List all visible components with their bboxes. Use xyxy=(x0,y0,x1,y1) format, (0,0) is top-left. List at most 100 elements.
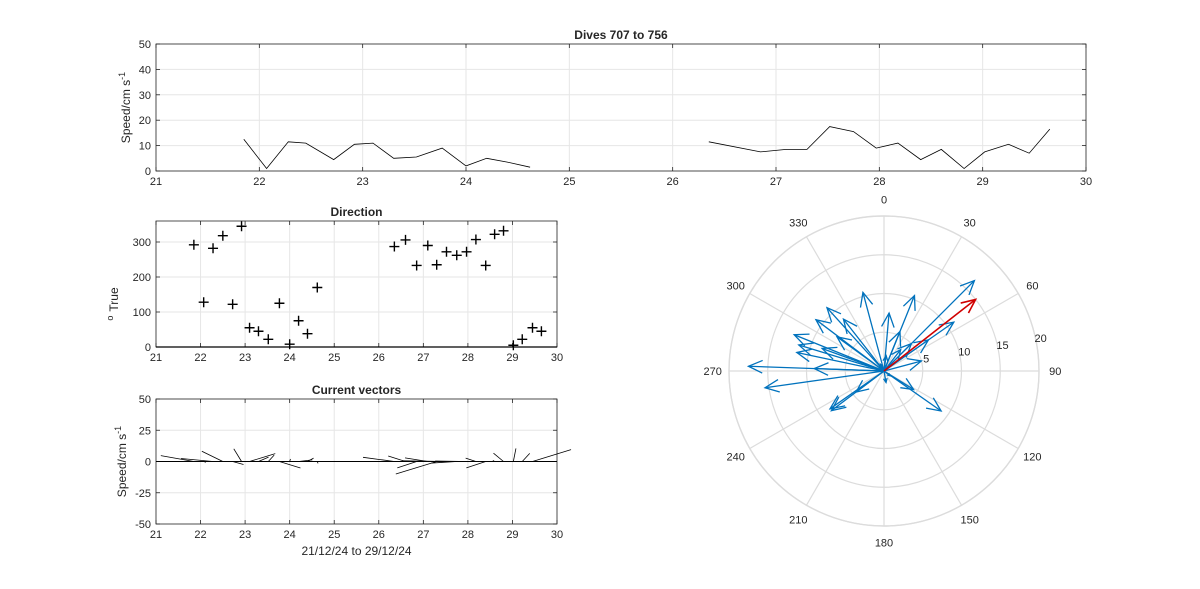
polar-vector-head xyxy=(925,397,943,412)
x-tick-label: 22 xyxy=(253,176,265,188)
x-tick-label: 29 xyxy=(506,352,518,364)
direction-point xyxy=(451,250,462,261)
polar-vector-head xyxy=(879,362,884,368)
theta-gridline xyxy=(749,370,885,450)
direction-point xyxy=(263,334,274,345)
polar-vector-head xyxy=(825,306,842,323)
theta-tick-label: 150 xyxy=(960,514,978,526)
direction-point xyxy=(208,243,219,254)
theta-tick-label: 60 xyxy=(1026,280,1038,292)
x-tick-label: 22 xyxy=(194,529,206,541)
direction-point xyxy=(422,240,433,251)
direction-point xyxy=(274,298,285,309)
speed-line xyxy=(243,139,531,170)
direction-point xyxy=(284,339,295,350)
direction-point xyxy=(198,297,209,308)
x-tick-label: 26 xyxy=(373,529,385,541)
y-axis-label: Speed/cm s-1 xyxy=(117,72,133,143)
theta-gridline xyxy=(883,292,1019,372)
polar-vector xyxy=(883,370,887,383)
polar-vector xyxy=(764,370,885,389)
current-vector xyxy=(267,454,275,462)
x-tick-label: 23 xyxy=(357,176,369,188)
y-axis-label-superscript: -1 xyxy=(113,426,123,434)
y-tick-label: 0 xyxy=(145,166,151,178)
r-tick-label: 5 xyxy=(923,353,929,365)
x-tick-label: 29 xyxy=(506,529,518,541)
x-tick-label: 27 xyxy=(770,176,782,188)
polar-vector xyxy=(796,351,885,372)
direction-point xyxy=(244,322,255,333)
current-vector xyxy=(362,456,395,462)
polar-vector xyxy=(814,367,885,372)
polar-vector-head xyxy=(900,377,915,391)
y-axis-label-main: Speed/cm s xyxy=(119,80,133,143)
x-tick-label: 30 xyxy=(1080,176,1092,188)
theta-gridline xyxy=(883,236,963,372)
x-tick-label: 28 xyxy=(462,352,474,364)
direction-point xyxy=(411,260,422,271)
polar-vector xyxy=(883,360,922,372)
polar-vector-head xyxy=(902,294,916,311)
direction-point xyxy=(508,340,519,351)
x-tick-label: 21 xyxy=(150,529,162,541)
theta-tick-label: 30 xyxy=(964,218,976,230)
polar-vector-head xyxy=(763,378,780,393)
direction-point xyxy=(498,225,509,236)
polar-vector-head xyxy=(959,279,976,296)
x-tick-label: 21 xyxy=(150,352,162,364)
x-tick-label: 24 xyxy=(284,529,296,541)
direction-point xyxy=(253,326,264,337)
current-vectors-plot: 21 22 23 24 25 26 27 28 29 30 -50 -25 0 25 50 Current v… xyxy=(113,383,572,558)
direction-point xyxy=(188,239,199,250)
direction-point xyxy=(480,260,491,271)
polar-vector-head xyxy=(746,359,763,374)
current-vector xyxy=(521,453,531,462)
polar-vector-head xyxy=(881,311,895,328)
polar-vector-head xyxy=(913,338,930,354)
direction-point xyxy=(536,326,547,337)
direction-point xyxy=(400,234,411,245)
theta-tick-label: 270 xyxy=(704,366,722,378)
polar-vector-plot: 0 30 60 90 120 150 180 210 240 270 300 330 5 10 15 20 xyxy=(704,195,1062,550)
y-axis-label-superscript: o xyxy=(105,316,115,321)
x-tick-label: 21 xyxy=(150,176,162,188)
current-vector xyxy=(249,453,276,462)
chart-title: Direction xyxy=(330,205,382,219)
polar-vector xyxy=(883,295,916,372)
polar-vector xyxy=(821,347,885,372)
x-tick-label: 22 xyxy=(194,352,206,364)
direction-point xyxy=(470,234,481,245)
x-tick-label: 27 xyxy=(417,352,429,364)
y-tick-label: 50 xyxy=(139,39,151,51)
axes-box xyxy=(155,43,1087,172)
polar-vector-head xyxy=(812,362,829,376)
direction-point xyxy=(517,334,528,345)
current-vector xyxy=(466,461,486,469)
current-vector xyxy=(233,448,242,462)
direction-point xyxy=(441,246,452,257)
x-tick-label: 30 xyxy=(551,352,563,364)
current-vector xyxy=(201,450,224,462)
x-tick-label: 30 xyxy=(551,529,563,541)
chart-title: Dives 707 to 756 xyxy=(574,28,668,42)
polar-vector xyxy=(842,318,885,372)
polar-vector xyxy=(883,280,975,372)
polar-vector xyxy=(815,319,885,372)
x-tick-label: 25 xyxy=(328,352,340,364)
polar-vector-head xyxy=(854,379,870,393)
r-tick-label: 20 xyxy=(1035,333,1047,345)
r-tick-label: 10 xyxy=(958,347,970,359)
direction-point xyxy=(236,221,247,232)
direction-point xyxy=(431,259,442,270)
theta-gridline xyxy=(883,370,963,506)
x-tick-label: 26 xyxy=(373,352,385,364)
polar-vector-head xyxy=(814,318,832,334)
theta-tick-label: 0 xyxy=(881,195,887,207)
y-axis-label: Speed/cm s-1 xyxy=(113,426,129,497)
direction-point xyxy=(389,241,400,252)
theta-gridline xyxy=(883,370,1019,450)
current-vector xyxy=(160,455,194,462)
x-tick-label: 24 xyxy=(460,176,472,188)
current-vector xyxy=(465,457,477,462)
